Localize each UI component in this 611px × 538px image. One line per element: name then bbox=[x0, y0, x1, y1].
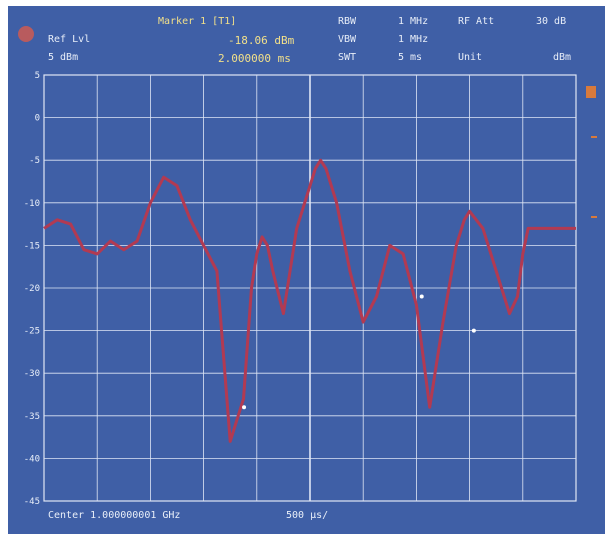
y-tick-label: -25 bbox=[24, 327, 40, 337]
rf-att-label: RF Att bbox=[458, 16, 495, 27]
unit-value: dBm bbox=[553, 52, 572, 63]
side-marker-2 bbox=[591, 136, 597, 138]
marker-point bbox=[419, 294, 424, 299]
trace-plot: 5 0 -5 -10 -15 -20 -25 -30 -35 -40 -45 bbox=[24, 71, 577, 507]
swt-label: SWT bbox=[338, 52, 357, 63]
rbw-label: RBW bbox=[338, 16, 357, 27]
y-tick-label: -45 bbox=[24, 497, 40, 507]
y-tick-label: -35 bbox=[24, 412, 40, 422]
trace-line bbox=[43, 158, 576, 443]
analyzer-screen: Marker 1 [T1] -18.06 dBm 2.000000 ms Ref… bbox=[8, 6, 605, 534]
marker-point bbox=[242, 405, 247, 410]
side-marker-1 bbox=[586, 86, 596, 98]
rf-att-value: 30 dB bbox=[536, 16, 567, 27]
vbw-label: VBW bbox=[338, 34, 357, 45]
rbw-value: 1 MHz bbox=[398, 16, 429, 27]
ref-level-label: Ref Lvl bbox=[48, 34, 91, 45]
y-tick-label: -10 bbox=[24, 199, 40, 209]
y-tick-label: -5 bbox=[29, 156, 40, 166]
y-tick-label: 0 bbox=[35, 114, 40, 124]
brand-logo bbox=[18, 26, 34, 42]
side-marker-3 bbox=[591, 216, 597, 218]
marker-time: 2.000000 ms bbox=[218, 52, 291, 65]
marker-value: -18.06 dBm bbox=[228, 34, 295, 47]
y-tick-label: -30 bbox=[24, 369, 40, 379]
swt-value: 5 ms bbox=[398, 52, 423, 63]
y-tick-label: -20 bbox=[24, 284, 40, 294]
span-per-div: 500 µs/ bbox=[286, 510, 329, 521]
marker-label: Marker 1 [T1] bbox=[158, 16, 237, 27]
center-frequency: Center 1.000000001 GHz bbox=[48, 510, 181, 521]
vbw-value: 1 MHz bbox=[398, 34, 429, 45]
marker-point bbox=[471, 328, 476, 333]
unit-label: Unit bbox=[458, 52, 483, 63]
y-tick-label: -40 bbox=[24, 454, 40, 464]
ref-level-value: 5 dBm bbox=[48, 52, 79, 63]
y-tick-label: -15 bbox=[24, 241, 40, 251]
y-tick-label: 5 bbox=[35, 71, 40, 81]
